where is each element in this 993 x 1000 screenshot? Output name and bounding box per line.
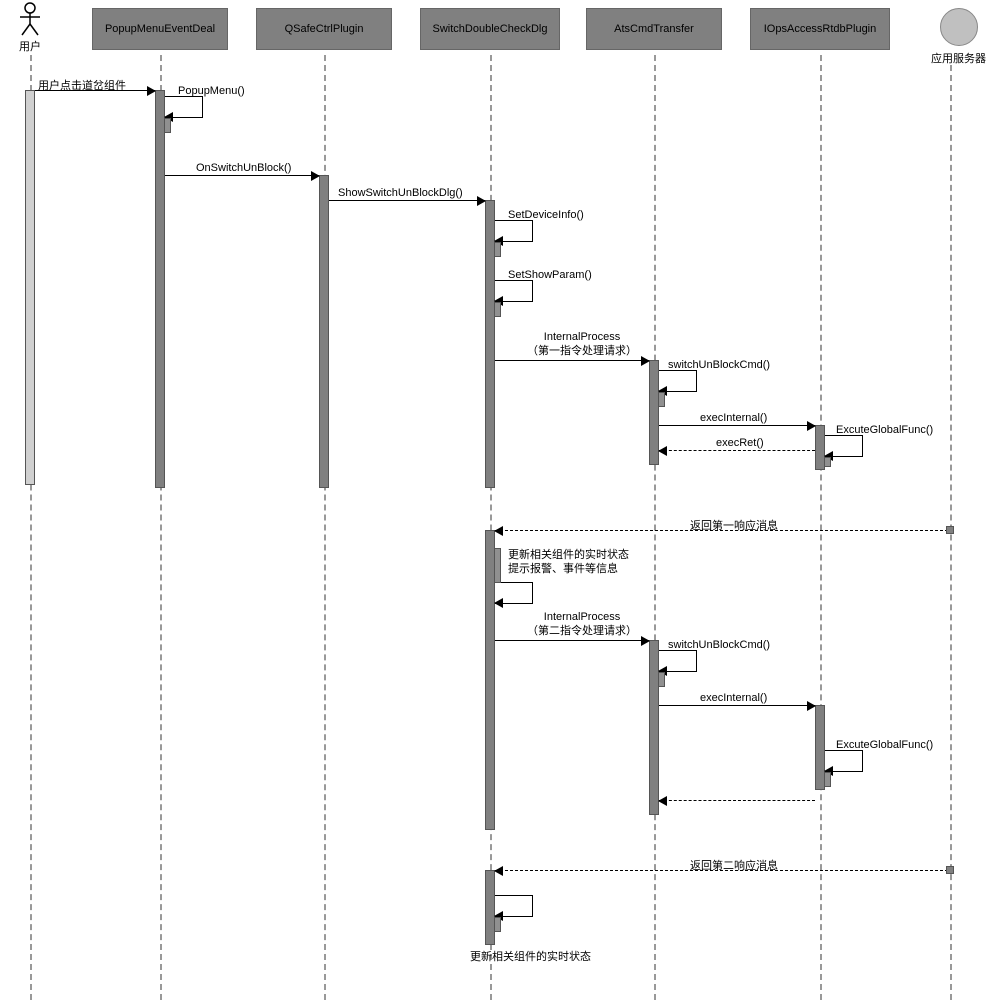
participant-iops-label: IOpsAccessRtdbPlugin — [764, 23, 877, 35]
msg-showdlg — [329, 200, 485, 201]
activation-qsafe — [319, 175, 329, 488]
act-setshowparam — [494, 302, 501, 317]
msg-execinternal1-label: execInternal() — [700, 412, 767, 424]
msg-execinternal2-label: execInternal() — [700, 692, 767, 704]
participant-switch: SwitchDoubleCheckDlg — [420, 8, 560, 50]
msg-popupmenu — [165, 96, 203, 118]
msg-onswitch-label: OnSwitchUnBlock() — [196, 162, 291, 174]
msg-execret-label: execRet() — [716, 437, 764, 449]
msg-internalproc1 — [495, 360, 649, 361]
participant-qsafe-label: QSafeCtrlPlugin — [285, 23, 364, 35]
act-update1 — [494, 548, 501, 583]
participant-ats: AtsCmdTransfer — [586, 8, 722, 50]
act-update2 — [494, 917, 501, 932]
msg-onswitch — [165, 175, 319, 176]
msg-update1 — [495, 582, 533, 604]
msg-internalproc2 — [495, 640, 649, 641]
participant-ats-label: AtsCmdTransfer — [614, 23, 694, 35]
msg-execinternal2 — [659, 705, 815, 706]
msg-showdlg-label: ShowSwitchUnBlockDlg() — [338, 187, 463, 199]
actor-user-label: 用户 — [18, 38, 42, 54]
actor-user: 用户 — [18, 2, 42, 54]
msg-setdevice-label: SetDeviceInfo() — [508, 209, 584, 221]
act-excuteglobal2 — [824, 772, 831, 787]
act-popup-self — [164, 118, 171, 133]
server-icon: 应用服务器 — [931, 8, 986, 66]
msg-user-click-label: 用户点击道岔组件 — [38, 77, 126, 93]
server-label: 应用服务器 — [931, 50, 986, 66]
lifeline-iops — [820, 55, 822, 1000]
msg-switchcmd2-label: switchUnBlockCmd() — [668, 639, 770, 651]
msg-update2 — [495, 895, 533, 917]
participant-popup-label: PopupMenuEventDeal — [105, 23, 215, 35]
msg-update2-label: 更新相关组件的实时状态 — [470, 948, 591, 964]
msg-response1-label: 返回第一响应消息 — [690, 517, 778, 533]
msg-return2 — [659, 800, 815, 801]
server-proc2 — [946, 866, 954, 874]
activation-switch-3 — [485, 870, 495, 945]
act-excuteglobal1 — [824, 457, 831, 467]
participant-iops: IOpsAccessRtdbPlugin — [750, 8, 890, 50]
msg-update1-label: 更新相关组件的实时状态提示报警、事件等信息 — [508, 548, 658, 577]
msg-internalproc1-label: InternalProcess（第一指令处理请求） — [502, 330, 662, 359]
activation-popup — [155, 90, 165, 488]
msg-switchcmd2 — [659, 650, 697, 672]
participant-qsafe: QSafeCtrlPlugin — [256, 8, 392, 50]
participant-switch-label: SwitchDoubleCheckDlg — [433, 23, 548, 35]
msg-response2-label: 返回第二响应消息 — [690, 857, 778, 873]
act-setdevice — [494, 242, 501, 257]
msg-setshowparam — [495, 280, 533, 302]
activation-user — [25, 90, 35, 485]
msg-execinternal1 — [659, 425, 815, 426]
msg-switchcmd1 — [659, 370, 697, 392]
msg-setdevice — [495, 220, 533, 242]
msg-setshowparam-label: SetShowParam() — [508, 269, 592, 281]
msg-popupmenu-label: PopupMenu() — [178, 85, 245, 97]
msg-excuteglobal1-label: ExcuteGlobalFunc() — [836, 424, 933, 436]
msg-execret — [659, 450, 815, 451]
server-proc1 — [946, 526, 954, 534]
act-switchcmd2 — [658, 672, 665, 687]
msg-excuteglobal2-label: ExcuteGlobalFunc() — [836, 739, 933, 751]
participant-popup: PopupMenuEventDeal — [92, 8, 228, 50]
lifeline-switch — [490, 55, 492, 1000]
act-switchcmd1 — [658, 392, 665, 407]
msg-excuteglobal2 — [825, 750, 863, 772]
msg-excuteglobal1 — [825, 435, 863, 457]
lifeline-ats — [654, 55, 656, 1000]
msg-switchcmd1-label: switchUnBlockCmd() — [668, 359, 770, 371]
msg-internalproc2-label: InternalProcess（第二指令处理请求） — [502, 610, 662, 639]
